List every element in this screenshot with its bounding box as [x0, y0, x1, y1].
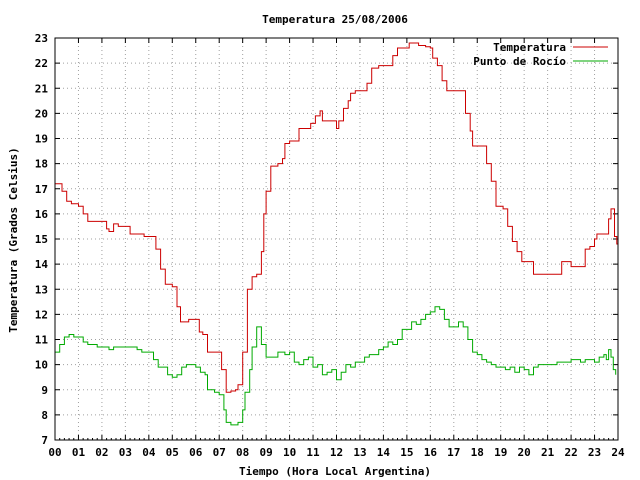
- x-tick-label: 05: [166, 446, 179, 459]
- x-tick-label: 22: [564, 446, 577, 459]
- y-tick-label: 16: [35, 208, 49, 221]
- series-line-punto-de-rocio: [55, 306, 617, 426]
- x-axis-label: Tiempo (Hora Local Argentina): [239, 465, 431, 478]
- y-tick-label: 21: [35, 82, 49, 95]
- series-line-temperatura: [55, 42, 619, 393]
- x-tick-label: 23: [588, 446, 601, 459]
- y-tick-label: 22: [35, 57, 48, 70]
- x-tick-label: 01: [72, 446, 86, 459]
- y-tick-label: 7: [41, 434, 48, 447]
- x-tick-label: 03: [119, 446, 132, 459]
- y-axis-label: Temperatura (Grados Celsius): [7, 147, 20, 332]
- x-tick-label: 11: [306, 446, 320, 459]
- ticks-layer: 00 01 02 03 04 05 06 07 08 09 10 11 12 13 14 15 16 17 18 19…: [35, 32, 625, 459]
- x-tick-label: 18: [471, 446, 484, 459]
- x-tick-label: 14: [377, 446, 391, 459]
- x-tick-label: 20: [518, 446, 531, 459]
- legend-label: Temperatura: [493, 41, 566, 54]
- y-tick-label: 8: [41, 409, 48, 422]
- x-tick-label: 09: [260, 446, 273, 459]
- x-tick-label: 17: [447, 446, 460, 459]
- x-tick-label: 19: [494, 446, 507, 459]
- y-tick-label: 23: [35, 32, 48, 45]
- x-tick-label: 10: [283, 446, 296, 459]
- x-tick-label: 24: [611, 446, 625, 459]
- x-tick-label: 08: [236, 446, 249, 459]
- x-tick-label: 00: [48, 446, 61, 459]
- legend-label: Punto de Rocío: [473, 55, 566, 68]
- series-layer: [55, 42, 619, 426]
- y-tick-label: 13: [35, 283, 48, 296]
- chart-title: Temperatura 25/08/2006: [262, 13, 408, 26]
- x-tick-label: 02: [95, 446, 108, 459]
- y-tick-label: 9: [41, 384, 48, 397]
- y-tick-label: 18: [35, 158, 48, 171]
- x-tick-label: 21: [541, 446, 555, 459]
- x-tick-label: 04: [142, 446, 156, 459]
- x-tick-label: 07: [213, 446, 226, 459]
- y-tick-label: 15: [35, 233, 48, 246]
- x-tick-label: 12: [330, 446, 343, 459]
- y-tick-label: 11: [35, 334, 49, 347]
- x-tick-label: 16: [424, 446, 438, 459]
- y-tick-label: 19: [35, 133, 48, 146]
- x-tick-label: 13: [353, 446, 366, 459]
- x-tick-label: 15: [400, 446, 413, 459]
- y-tick-label: 12: [35, 308, 48, 321]
- plot-frame: [54, 37, 619, 441]
- y-tick-label: 10: [35, 359, 48, 372]
- x-tick-label: 06: [189, 446, 203, 459]
- grid-layer: [55, 38, 618, 440]
- y-tick-label: 17: [35, 183, 48, 196]
- y-tick-label: 20: [35, 107, 48, 120]
- y-tick-label: 14: [35, 258, 49, 271]
